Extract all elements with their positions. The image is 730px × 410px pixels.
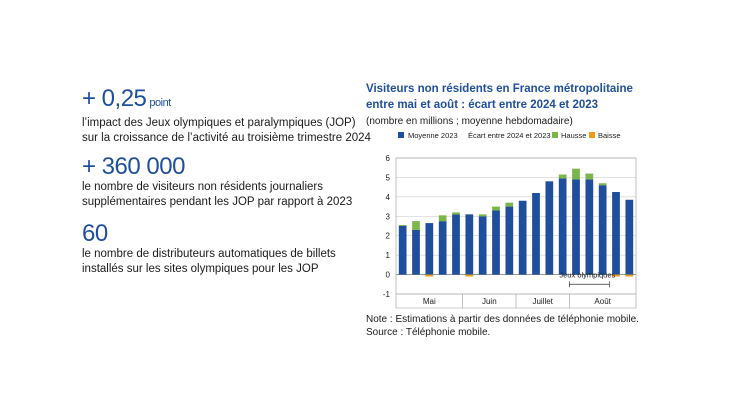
bar-increase	[478, 214, 487, 217]
stat-desc-line: sur la croissance de l’activité au trois…	[82, 131, 371, 144]
bar-increase	[412, 221, 420, 230]
legend-label-down: Baisse	[598, 131, 621, 140]
annotation-label: Jeux olympiques	[559, 270, 615, 279]
legend-swatch-up	[552, 132, 558, 138]
bar-base-2023	[398, 226, 407, 275]
bar-increase	[558, 174, 567, 179]
legend-ecart-label: Écart entre 2024 et 2023 :	[468, 131, 555, 140]
stat-extra-visitors: + 360 000 le nombre de visiteurs non rés…	[82, 154, 352, 209]
y-tick-label: -1	[383, 290, 391, 299]
bar-increase	[438, 215, 447, 222]
bar-base-2023	[558, 178, 567, 275]
bar-base-2023	[492, 210, 500, 275]
stat-desc-line: installés sur les sites olympiques pour …	[82, 262, 319, 275]
bar-base-2023	[572, 179, 580, 275]
y-tick-label: 4	[386, 193, 391, 202]
bar-base-2023	[518, 200, 527, 275]
bar-base-2023	[532, 192, 540, 275]
chart-notes: Note : Estimations à partir des données …	[366, 313, 639, 339]
bar-increase	[598, 183, 607, 186]
note-line: Note : Estimations à partir des données …	[366, 314, 639, 325]
bar-base-2023	[598, 185, 607, 275]
y-tick-label: 5	[386, 173, 391, 182]
bar-increase	[572, 168, 580, 180]
bar-base-2023	[425, 223, 434, 275]
bar-decrease	[625, 274, 634, 277]
bar-base-2023	[612, 192, 620, 275]
y-tick-label: 1	[386, 251, 391, 260]
x-month-label: Août	[594, 297, 611, 306]
bar-decrease	[425, 274, 434, 277]
stat-atm-count: 60 le nombre de distributeurs automatiqu…	[82, 221, 336, 276]
bar-base-2023	[438, 221, 447, 275]
bar-base-2023	[465, 214, 474, 275]
chart-subtitle: (nombre en millions ; moyenne hebdomadai…	[366, 116, 573, 127]
y-tick-label: 0	[386, 271, 391, 280]
chart-title-line: Visiteurs non résidents en France métrop…	[366, 83, 633, 95]
bar-base-2023	[452, 214, 460, 275]
source-line: Source : Téléphonie mobile.	[366, 327, 491, 338]
stat-desc-line: supplémentaires pendant les JOP par rapp…	[82, 195, 353, 208]
chart-title-line: entre mai et août : écart entre 2024 et …	[366, 98, 599, 111]
y-tick-label: 2	[386, 232, 391, 241]
stat-value: 60	[82, 220, 108, 247]
bar-base-2023	[545, 181, 554, 275]
stat-desc-line: le nombre de visiteurs non résidents jou…	[82, 181, 323, 193]
stat-desc-line: le nombre de distributeurs automatiques …	[82, 248, 336, 260]
stat-value: + 0,25 point	[82, 85, 171, 112]
y-tick-label: 6	[386, 154, 391, 163]
y-tick-label: 3	[386, 212, 391, 221]
bar-increase	[585, 173, 594, 180]
x-month-label: Juillet	[532, 297, 553, 306]
bar-increase	[398, 225, 407, 226]
stat-growth-impact: + 0,25 point l’impact des Jeux olympiques…	[82, 86, 371, 145]
bar-base-2023	[505, 206, 514, 275]
stat-desc-line: l’impact des Jeux olympiques et paralymp…	[82, 117, 356, 129]
bar-increase	[492, 206, 500, 211]
x-month-label: Juin	[482, 297, 497, 306]
bar-increase	[452, 212, 460, 215]
bar-decrease	[465, 274, 474, 277]
bar-base-2023	[585, 179, 594, 275]
legend-swatch-base	[398, 132, 404, 138]
chart-title: Visiteurs non résidents en France métrop…	[366, 82, 696, 113]
bar-base-2023	[412, 229, 420, 275]
stat-value: + 360 000	[82, 153, 185, 180]
bar-base-2023	[478, 216, 487, 275]
x-month-label: Mai	[423, 297, 436, 306]
bar-chart: Moyenne 2023 Écart entre 2024 et 2023 : Ha…	[383, 131, 637, 309]
legend-label-base: Moyenne 2023	[408, 131, 458, 140]
legend-label-up: Hausse	[561, 131, 586, 140]
bar-increase	[505, 202, 514, 207]
legend-swatch-down	[589, 132, 595, 138]
bar-decrease	[612, 274, 620, 277]
bar-base-2023	[625, 199, 634, 275]
